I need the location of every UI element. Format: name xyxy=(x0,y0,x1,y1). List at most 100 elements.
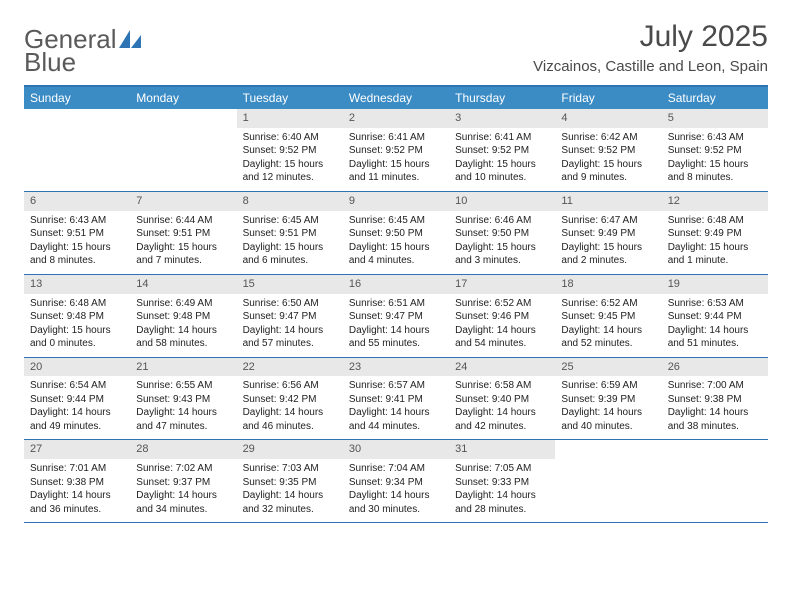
sunset-text: Sunset: 9:45 PM xyxy=(561,310,655,324)
daylight-text: and 11 minutes. xyxy=(349,171,443,185)
day-cell: 25Sunrise: 6:59 AMSunset: 9:39 PMDayligh… xyxy=(555,358,661,440)
daylight-text: and 34 minutes. xyxy=(136,503,230,517)
day-number: 17 xyxy=(449,275,555,294)
day-number: 26 xyxy=(662,358,768,377)
daylight-text: and 4 minutes. xyxy=(349,254,443,268)
sunset-text: Sunset: 9:51 PM xyxy=(136,227,230,241)
daylight-text: and 0 minutes. xyxy=(30,337,124,351)
weekday-label: Wednesday xyxy=(343,87,449,109)
logo-sail-icon xyxy=(119,30,141,53)
day-cell: 10Sunrise: 6:46 AMSunset: 9:50 PMDayligh… xyxy=(449,192,555,274)
day-cell: 4Sunrise: 6:42 AMSunset: 9:52 PMDaylight… xyxy=(555,109,661,191)
day-number: 9 xyxy=(343,192,449,211)
sunset-text: Sunset: 9:46 PM xyxy=(455,310,549,324)
day-cell xyxy=(555,440,661,522)
daylight-text: Daylight: 14 hours xyxy=(243,489,337,503)
daylight-text: and 51 minutes. xyxy=(668,337,762,351)
daylight-text: Daylight: 14 hours xyxy=(455,406,549,420)
daylight-text: Daylight: 15 hours xyxy=(30,324,124,338)
daylight-text: Daylight: 14 hours xyxy=(136,489,230,503)
day-cell: 31Sunrise: 7:05 AMSunset: 9:33 PMDayligh… xyxy=(449,440,555,522)
daylight-text: and 52 minutes. xyxy=(561,337,655,351)
day-number: 5 xyxy=(662,109,768,128)
day-cell xyxy=(24,109,130,191)
day-number: 20 xyxy=(24,358,130,377)
day-cell: 6Sunrise: 6:43 AMSunset: 9:51 PMDaylight… xyxy=(24,192,130,274)
day-number: 31 xyxy=(449,440,555,459)
sunrise-text: Sunrise: 6:47 AM xyxy=(561,214,655,228)
day-cell: 21Sunrise: 6:55 AMSunset: 9:43 PMDayligh… xyxy=(130,358,236,440)
day-body: Sunrise: 6:46 AMSunset: 9:50 PMDaylight:… xyxy=(449,211,555,274)
daylight-text: Daylight: 15 hours xyxy=(30,241,124,255)
day-cell: 15Sunrise: 6:50 AMSunset: 9:47 PMDayligh… xyxy=(237,275,343,357)
daylight-text: and 28 minutes. xyxy=(455,503,549,517)
day-body: Sunrise: 7:02 AMSunset: 9:37 PMDaylight:… xyxy=(130,459,236,522)
day-cell: 14Sunrise: 6:49 AMSunset: 9:48 PMDayligh… xyxy=(130,275,236,357)
daylight-text: Daylight: 14 hours xyxy=(349,489,443,503)
daylight-text: and 9 minutes. xyxy=(561,171,655,185)
day-cell: 29Sunrise: 7:03 AMSunset: 9:35 PMDayligh… xyxy=(237,440,343,522)
day-body: Sunrise: 7:03 AMSunset: 9:35 PMDaylight:… xyxy=(237,459,343,522)
sunrise-text: Sunrise: 7:02 AM xyxy=(136,462,230,476)
day-number: 21 xyxy=(130,358,236,377)
day-body: Sunrise: 6:49 AMSunset: 9:48 PMDaylight:… xyxy=(130,294,236,357)
day-body: Sunrise: 6:58 AMSunset: 9:40 PMDaylight:… xyxy=(449,376,555,439)
day-number: 13 xyxy=(24,275,130,294)
sunrise-text: Sunrise: 6:52 AM xyxy=(455,297,549,311)
day-body: Sunrise: 7:05 AMSunset: 9:33 PMDaylight:… xyxy=(449,459,555,522)
daylight-text: Daylight: 14 hours xyxy=(349,324,443,338)
sunrise-text: Sunrise: 6:40 AM xyxy=(243,131,337,145)
day-number: 3 xyxy=(449,109,555,128)
sunrise-text: Sunrise: 6:41 AM xyxy=(455,131,549,145)
week-row: 6Sunrise: 6:43 AMSunset: 9:51 PMDaylight… xyxy=(24,192,768,275)
day-cell: 2Sunrise: 6:41 AMSunset: 9:52 PMDaylight… xyxy=(343,109,449,191)
weekday-row: SundayMondayTuesdayWednesdayThursdayFrid… xyxy=(24,87,768,109)
day-body: Sunrise: 6:48 AMSunset: 9:49 PMDaylight:… xyxy=(662,211,768,274)
sunrise-text: Sunrise: 6:44 AM xyxy=(136,214,230,228)
sunset-text: Sunset: 9:51 PM xyxy=(30,227,124,241)
day-body: Sunrise: 6:50 AMSunset: 9:47 PMDaylight:… xyxy=(237,294,343,357)
sunset-text: Sunset: 9:52 PM xyxy=(668,144,762,158)
sunset-text: Sunset: 9:48 PM xyxy=(136,310,230,324)
day-cell: 27Sunrise: 7:01 AMSunset: 9:38 PMDayligh… xyxy=(24,440,130,522)
sunrise-text: Sunrise: 6:46 AM xyxy=(455,214,549,228)
sunset-text: Sunset: 9:52 PM xyxy=(243,144,337,158)
daylight-text: Daylight: 15 hours xyxy=(349,158,443,172)
day-cell: 23Sunrise: 6:57 AMSunset: 9:41 PMDayligh… xyxy=(343,358,449,440)
day-cell: 13Sunrise: 6:48 AMSunset: 9:48 PMDayligh… xyxy=(24,275,130,357)
day-number: 28 xyxy=(130,440,236,459)
day-cell: 11Sunrise: 6:47 AMSunset: 9:49 PMDayligh… xyxy=(555,192,661,274)
daylight-text: Daylight: 14 hours xyxy=(561,406,655,420)
daylight-text: and 44 minutes. xyxy=(349,420,443,434)
day-number: 19 xyxy=(662,275,768,294)
day-cell: 20Sunrise: 6:54 AMSunset: 9:44 PMDayligh… xyxy=(24,358,130,440)
daylight-text: Daylight: 14 hours xyxy=(668,324,762,338)
day-cell: 1Sunrise: 6:40 AMSunset: 9:52 PMDaylight… xyxy=(237,109,343,191)
header: General Blue July 2025 Vizcainos, Castil… xyxy=(24,20,768,75)
day-body: Sunrise: 6:47 AMSunset: 9:49 PMDaylight:… xyxy=(555,211,661,274)
daylight-text: Daylight: 14 hours xyxy=(243,406,337,420)
sunrise-text: Sunrise: 6:45 AM xyxy=(243,214,337,228)
day-body: Sunrise: 6:48 AMSunset: 9:48 PMDaylight:… xyxy=(24,294,130,357)
week-row: 1Sunrise: 6:40 AMSunset: 9:52 PMDaylight… xyxy=(24,109,768,192)
daylight-text: Daylight: 15 hours xyxy=(668,241,762,255)
day-body: Sunrise: 6:51 AMSunset: 9:47 PMDaylight:… xyxy=(343,294,449,357)
day-body: Sunrise: 6:41 AMSunset: 9:52 PMDaylight:… xyxy=(449,128,555,191)
sunrise-text: Sunrise: 7:03 AM xyxy=(243,462,337,476)
day-body: Sunrise: 6:44 AMSunset: 9:51 PMDaylight:… xyxy=(130,211,236,274)
daylight-text: Daylight: 15 hours xyxy=(136,241,230,255)
sunrise-text: Sunrise: 6:50 AM xyxy=(243,297,337,311)
daylight-text: Daylight: 14 hours xyxy=(349,406,443,420)
day-cell: 17Sunrise: 6:52 AMSunset: 9:46 PMDayligh… xyxy=(449,275,555,357)
day-cell: 3Sunrise: 6:41 AMSunset: 9:52 PMDaylight… xyxy=(449,109,555,191)
daylight-text: and 49 minutes. xyxy=(30,420,124,434)
sunset-text: Sunset: 9:47 PM xyxy=(349,310,443,324)
sunrise-text: Sunrise: 6:55 AM xyxy=(136,379,230,393)
day-body: Sunrise: 6:55 AMSunset: 9:43 PMDaylight:… xyxy=(130,376,236,439)
day-number: 14 xyxy=(130,275,236,294)
daylight-text: and 47 minutes. xyxy=(136,420,230,434)
day-number: 29 xyxy=(237,440,343,459)
week-row: 27Sunrise: 7:01 AMSunset: 9:38 PMDayligh… xyxy=(24,440,768,523)
sunset-text: Sunset: 9:42 PM xyxy=(243,393,337,407)
sunrise-text: Sunrise: 7:04 AM xyxy=(349,462,443,476)
